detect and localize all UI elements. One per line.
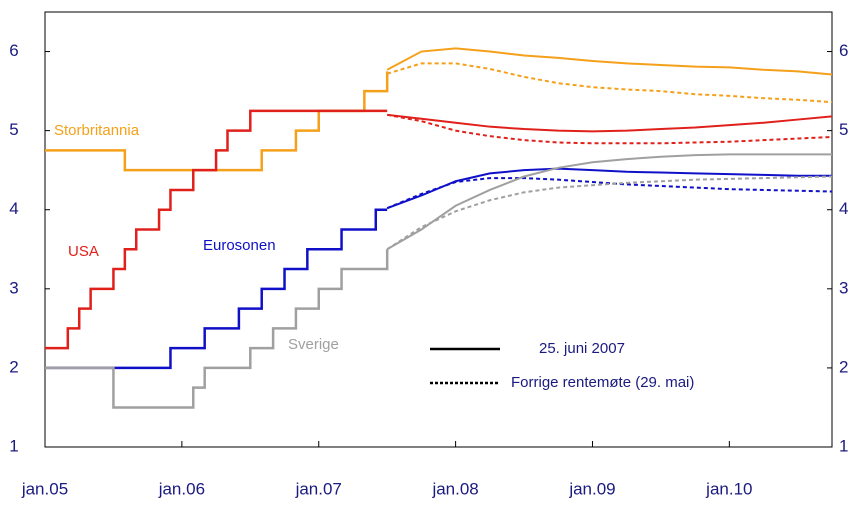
history-line	[45, 208, 388, 370]
history-line	[45, 249, 389, 409]
forecast-line	[386, 47, 833, 76]
y2-tick-label: 5	[839, 120, 848, 139]
legend-label: 25. juni 2007	[539, 340, 625, 357]
previous-line	[386, 113, 833, 145]
x-tick-label: jan.08	[431, 479, 478, 498]
x-tick-label: jan.06	[158, 479, 205, 498]
y2-tick-label: 1	[839, 436, 848, 455]
y2-tick-label: 4	[839, 199, 848, 218]
x-tick-label: jan.07	[295, 479, 342, 498]
x-tick-label: jan.10	[705, 479, 752, 498]
series-label: USA	[68, 243, 99, 260]
series-label: Eurosonen	[203, 237, 276, 254]
x-tick-label: jan.05	[21, 479, 68, 498]
previous-line	[386, 177, 833, 210]
y-tick-label: 3	[9, 278, 18, 297]
y-tick-label: 5	[9, 120, 18, 139]
forecast-line	[386, 167, 832, 210]
y-tick-label: 4	[9, 199, 18, 218]
y-tick-label: 6	[9, 41, 18, 60]
y2-tick-label: 2	[839, 357, 848, 376]
series-label: Storbritannia	[54, 122, 140, 139]
x-tick-label: jan.09	[568, 479, 615, 498]
plot-frame	[44, 11, 833, 448]
y-tick-label: 2	[9, 357, 18, 376]
legend-label: Forrige rentemøte (29. mai)	[511, 374, 694, 391]
history-line	[45, 109, 388, 350]
forecast-line	[386, 153, 832, 251]
y2-tick-label: 6	[839, 41, 848, 60]
y-tick-label: 1	[9, 436, 18, 455]
previous-line	[386, 62, 833, 104]
forecast-line	[387, 113, 833, 133]
series-label: Sverige	[288, 336, 339, 353]
previous-line	[386, 175, 833, 251]
y2-tick-label: 3	[839, 278, 848, 297]
